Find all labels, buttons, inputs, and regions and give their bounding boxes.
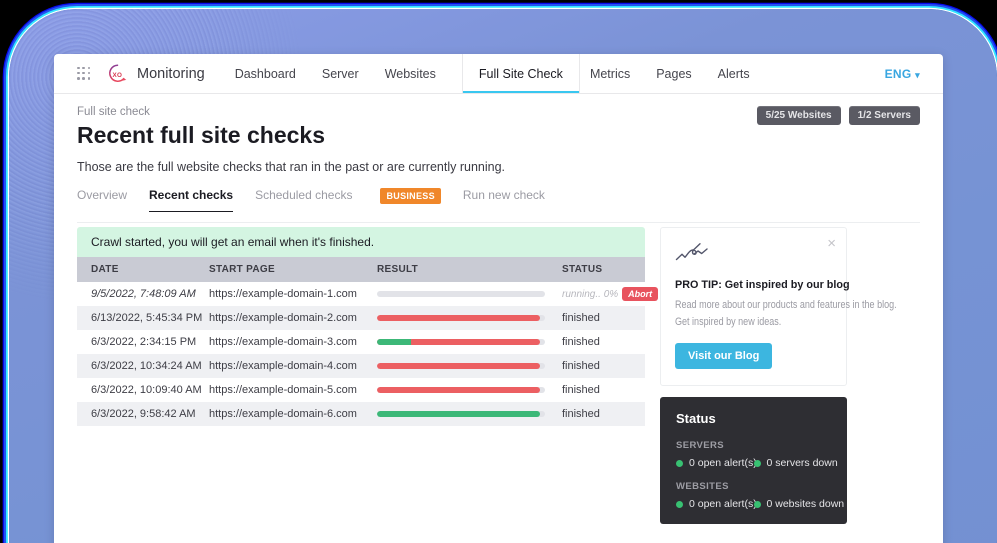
svg-text:XO: XO xyxy=(113,72,123,79)
